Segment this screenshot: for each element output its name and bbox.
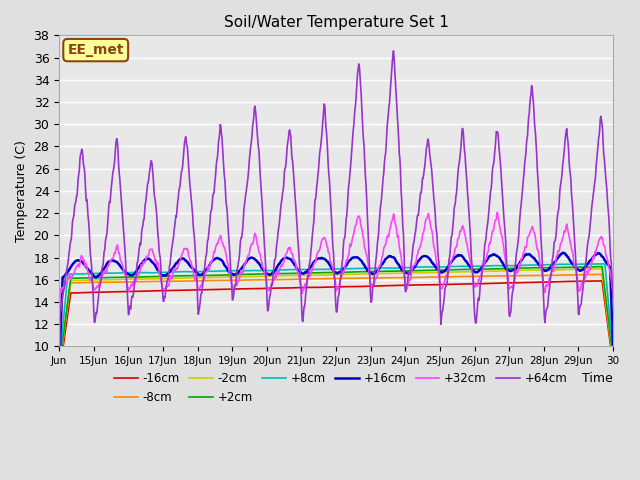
+2cm [609, 354, 617, 360]
+8cm [590, 261, 598, 267]
Line: +8cm: +8cm [59, 264, 613, 366]
+8cm [285, 267, 293, 273]
+2cm [590, 264, 598, 270]
-8cm [381, 275, 389, 281]
-2cm [581, 266, 589, 272]
-2cm [55, 366, 63, 372]
Line: -16cm: -16cm [59, 281, 613, 375]
+32cm [158, 282, 166, 288]
Line: +32cm: +32cm [59, 213, 613, 373]
+64cm [55, 383, 63, 388]
Legend: -16cm, -8cm, -2cm, +2cm, +8cm, +16cm, +32cm, +64cm: -16cm, -8cm, -2cm, +2cm, +8cm, +16cm, +3… [109, 368, 572, 409]
+64cm [609, 297, 617, 303]
+32cm [381, 242, 389, 248]
+8cm [55, 363, 63, 369]
-16cm [55, 372, 63, 378]
+64cm [381, 152, 389, 157]
+16cm [609, 345, 617, 350]
+2cm [158, 274, 166, 279]
-2cm [82, 277, 90, 283]
+32cm [82, 261, 90, 266]
+8cm [609, 351, 617, 357]
+8cm [581, 261, 589, 267]
+64cm [158, 284, 166, 290]
+64cm [82, 190, 90, 196]
-2cm [593, 266, 601, 272]
Line: +64cm: +64cm [59, 51, 613, 385]
Line: +16cm: +16cm [59, 253, 613, 368]
-16cm [82, 290, 90, 296]
+16cm [381, 256, 389, 262]
-8cm [55, 367, 63, 373]
+16cm [82, 264, 90, 269]
-2cm [609, 356, 617, 361]
+16cm [55, 365, 63, 371]
-16cm [609, 362, 617, 368]
Line: -2cm: -2cm [59, 269, 613, 369]
-2cm [285, 273, 293, 278]
-8cm [590, 272, 598, 277]
Line: -8cm: -8cm [59, 275, 613, 370]
+8cm [82, 271, 90, 276]
+2cm [581, 264, 589, 270]
+2cm [82, 275, 90, 281]
+32cm [609, 288, 617, 293]
+32cm [591, 252, 598, 257]
+64cm [582, 260, 589, 265]
-8cm [82, 279, 90, 285]
+64cm [285, 129, 293, 135]
-2cm [590, 266, 598, 272]
+2cm [598, 264, 606, 269]
+64cm [390, 48, 397, 54]
+32cm [285, 246, 293, 252]
-16cm [581, 278, 589, 284]
X-axis label: Time: Time [582, 372, 613, 384]
+16cm [158, 273, 166, 278]
Text: EE_met: EE_met [67, 43, 124, 57]
-2cm [381, 271, 389, 276]
+32cm [55, 371, 63, 376]
+32cm [493, 210, 500, 216]
+16cm [582, 263, 589, 269]
+8cm [158, 270, 166, 276]
+64cm [591, 181, 598, 187]
-8cm [609, 359, 617, 364]
-16cm [381, 283, 389, 288]
-8cm [158, 278, 166, 284]
+2cm [55, 365, 63, 371]
+8cm [593, 261, 601, 267]
Y-axis label: Temperature (C): Temperature (C) [15, 140, 28, 242]
+16cm [591, 252, 598, 258]
-8cm [581, 272, 589, 277]
-8cm [285, 276, 293, 282]
-16cm [285, 285, 293, 291]
Title: Soil/Water Temperature Set 1: Soil/Water Temperature Set 1 [223, 15, 449, 30]
-16cm [598, 278, 606, 284]
+2cm [381, 268, 389, 274]
-16cm [590, 278, 598, 284]
+16cm [559, 250, 566, 256]
+16cm [285, 256, 293, 262]
-8cm [598, 272, 606, 277]
+32cm [582, 274, 589, 279]
-16cm [158, 288, 166, 294]
+2cm [285, 271, 293, 276]
Line: +2cm: +2cm [59, 266, 613, 368]
-2cm [158, 276, 166, 282]
+8cm [381, 265, 389, 271]
